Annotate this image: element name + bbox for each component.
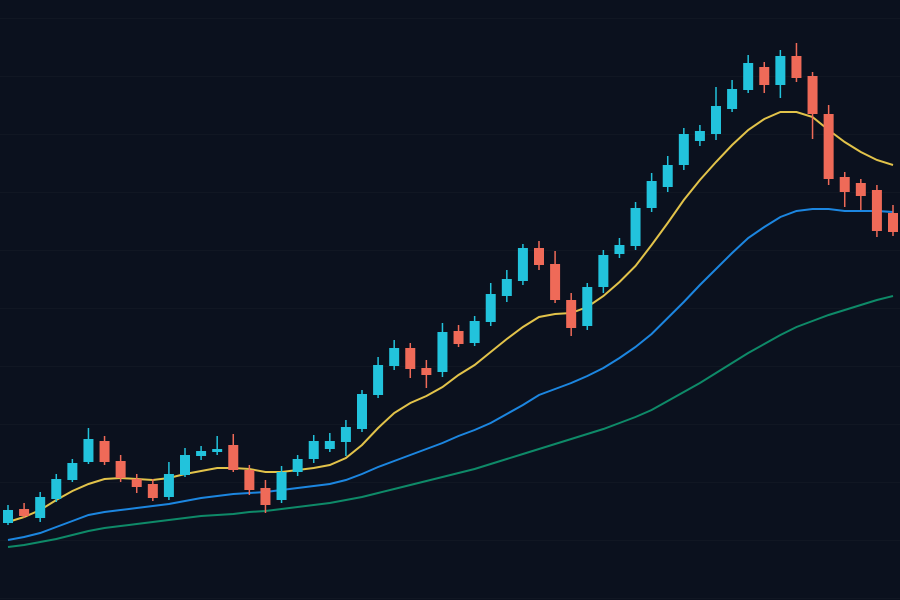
- candle-body: [678, 134, 689, 165]
- candle-body: [807, 76, 818, 114]
- candle-body: [469, 321, 480, 343]
- candle-body: [775, 56, 786, 85]
- candle-body: [35, 497, 46, 518]
- candle-body: [357, 394, 367, 429]
- candle-body: [276, 472, 287, 500]
- candle-body: [501, 279, 512, 296]
- candle-body: [212, 449, 223, 452]
- candle-body: [614, 245, 625, 254]
- candle-body: [147, 484, 158, 498]
- candle-body: [196, 451, 207, 456]
- candle-body: [421, 368, 432, 375]
- candle-body: [389, 348, 400, 366]
- candle-body: [888, 213, 898, 232]
- candle-body: [437, 332, 448, 372]
- candle-body: [727, 89, 738, 109]
- candle-body: [598, 255, 609, 287]
- candle-body: [743, 63, 754, 90]
- candle-body: [855, 183, 866, 196]
- candle-body: [823, 114, 834, 179]
- ma-line: [7, 111, 894, 523]
- candle-body: [405, 348, 416, 369]
- candle-body: [308, 441, 319, 459]
- candle-body: [453, 331, 464, 344]
- candle-body: [51, 479, 62, 499]
- candle-body: [3, 510, 13, 523]
- candle-body: [19, 509, 30, 516]
- candle-body: [228, 445, 239, 470]
- candle-body: [711, 106, 721, 134]
- candle-body: [83, 439, 94, 462]
- candle-body: [260, 488, 271, 505]
- candle-body: [163, 474, 174, 497]
- candle-body: [485, 294, 496, 322]
- candle-body: [340, 427, 351, 442]
- candle-body: [871, 190, 882, 231]
- candle-body: [646, 181, 657, 208]
- candle-body: [180, 455, 190, 475]
- candle-body: [534, 248, 544, 265]
- candle-body: [582, 287, 593, 326]
- ma-line: [7, 208, 894, 541]
- candle-body: [99, 441, 110, 462]
- candle-body: [373, 365, 384, 395]
- ma-line: [7, 295, 894, 548]
- candle-body: [662, 165, 673, 187]
- candle-body: [550, 264, 561, 300]
- candle-body: [517, 248, 528, 281]
- candle-body: [694, 131, 705, 141]
- candle-body: [839, 177, 850, 192]
- candle-body: [131, 479, 142, 487]
- candle-body: [759, 67, 770, 85]
- candle-body: [324, 441, 335, 449]
- candle-body: [115, 461, 126, 478]
- candle-body: [292, 459, 303, 472]
- candle-body: [566, 300, 577, 328]
- candle-body: [630, 208, 641, 246]
- candle-body: [791, 56, 802, 78]
- candle-body: [244, 470, 255, 490]
- candle-body: [67, 463, 78, 480]
